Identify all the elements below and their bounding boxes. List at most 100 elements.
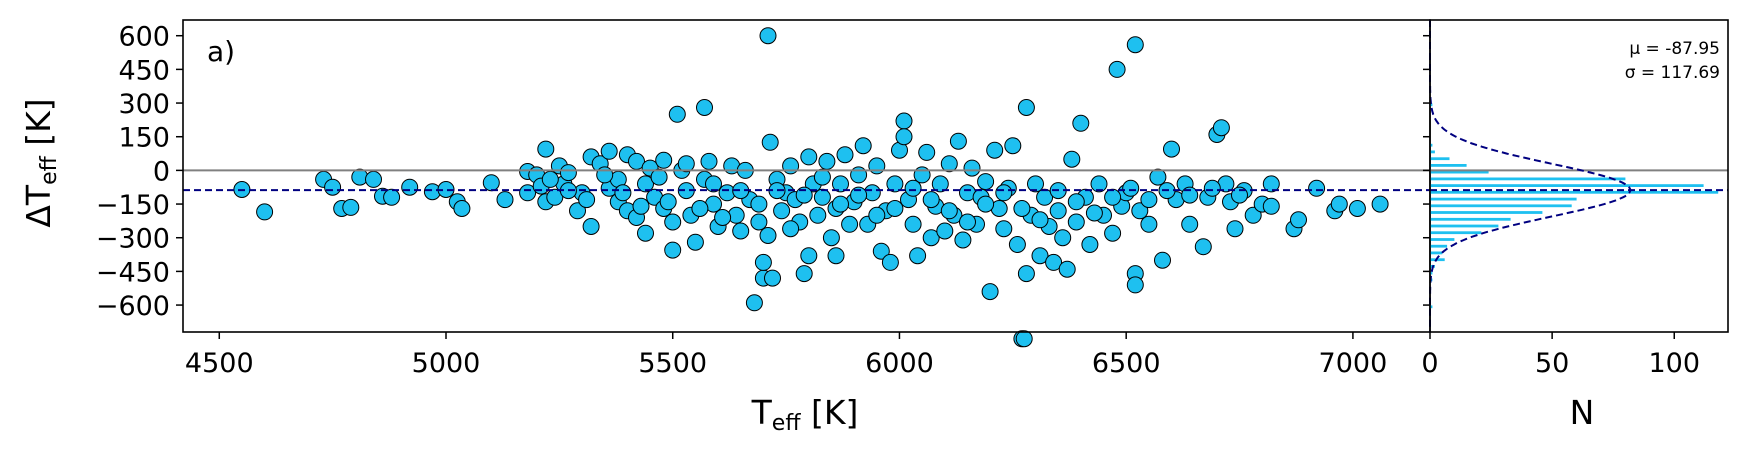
scatter-point: [895, 112, 913, 130]
scatter-point: [1154, 251, 1171, 269]
scatter-point: [1226, 220, 1244, 238]
scatter-point: [1008, 236, 1026, 253]
scatter-point: [1126, 36, 1144, 54]
scatter-point: [854, 137, 872, 155]
histogram-bar: [1430, 184, 1704, 187]
scatter-point: [559, 164, 577, 182]
scatter-point: [909, 247, 927, 265]
scatter-point: [1067, 213, 1085, 231]
hist-x-tick-label: 0: [1421, 348, 1438, 379]
scatter-point: [705, 175, 722, 193]
x-tick-label: 5500: [638, 348, 707, 379]
scatter-point: [764, 269, 781, 287]
scatter-point: [995, 220, 1013, 238]
scatter-point: [1371, 195, 1389, 213]
scatter-point: [832, 175, 849, 193]
reference-lines: [183, 169, 1430, 192]
scatter-point: [868, 206, 886, 224]
scatter-point: [750, 195, 768, 213]
histogram-bars: [1430, 103, 1719, 309]
scatter-point: [365, 170, 382, 188]
stats-sigma: σ = 117.69: [1625, 63, 1720, 83]
scatter-point: [677, 155, 695, 173]
scatter-point: [342, 198, 360, 216]
scatter-point: [872, 242, 890, 260]
scatter-point: [761, 133, 779, 151]
scatter-point: [401, 178, 419, 196]
scatter-point: [1015, 330, 1033, 348]
scatter-point: [732, 222, 750, 240]
scatter-point: [868, 157, 886, 175]
panel-label: a): [207, 35, 235, 68]
y-tick-label: −300: [96, 224, 170, 255]
y-tick-label: 450: [118, 55, 170, 86]
scatter-point: [940, 202, 958, 220]
scatter-point: [813, 188, 831, 206]
scatter-point: [822, 229, 840, 247]
scatter-point: [922, 229, 940, 247]
scatter-point: [850, 166, 868, 184]
scatter-point: [1090, 175, 1108, 193]
scatter-point: [759, 227, 777, 244]
histogram-bar: [1430, 224, 1499, 228]
scatter-point: [1104, 224, 1122, 242]
scatter-point: [1031, 211, 1049, 229]
scatter-point: [931, 175, 949, 193]
scatter-point: [1017, 99, 1035, 116]
histogram-bar: [1430, 170, 1489, 174]
scatter-point: [1004, 137, 1022, 155]
histogram-bar: [1430, 204, 1572, 208]
scatter-point: [1085, 204, 1103, 222]
scatter-point: [496, 191, 514, 209]
scatter-point: [841, 215, 859, 233]
histogram-bar: [1430, 150, 1435, 154]
scatter-point: [655, 151, 673, 169]
hist-x-tick-label: 100: [1648, 348, 1700, 379]
scatter-point: [809, 206, 827, 224]
scatter-point: [578, 191, 596, 209]
histogram-panel: 0 50 100 μ = -87.95 σ = 117.69 N: [1421, 19, 1729, 432]
histogram-x-ticks: 0 50 100: [1421, 332, 1700, 379]
scatter-point: [782, 220, 800, 238]
scatter-point: [537, 140, 555, 158]
scatter-point: [1017, 265, 1035, 283]
scatter-point: [1163, 140, 1180, 158]
x-tick-label: 4500: [185, 348, 254, 379]
scatter-point: [827, 247, 845, 265]
scatter-point: [637, 224, 654, 242]
scatter-point: [664, 213, 682, 231]
scatter-point: [886, 175, 904, 193]
scatter-point: [650, 168, 668, 186]
scatter-point: [1262, 197, 1280, 215]
scatter-point: [936, 222, 954, 240]
x-tick-label: 7000: [1319, 348, 1388, 379]
scatter-point: [691, 200, 709, 217]
stats-mu: μ = -87.95: [1629, 39, 1720, 59]
scatter-point: [954, 231, 972, 249]
histogram-bar: [1430, 197, 1577, 201]
scatter-point: [1194, 238, 1212, 256]
histogram-bar: [1430, 103, 1433, 107]
scatter-point: [614, 184, 632, 202]
scatter-point: [519, 184, 537, 202]
scatter-point: [1290, 211, 1307, 229]
scatter-point: [324, 178, 342, 196]
y-tick-label: 150: [118, 123, 170, 154]
scatter-point: [813, 168, 831, 186]
scatter-point: [977, 195, 995, 213]
histogram-bar: [1430, 271, 1433, 275]
scatter-point: [686, 233, 704, 251]
histogram-axes-frame: [1429, 19, 1729, 333]
scatter-point: [1212, 119, 1230, 137]
scatter-point: [1013, 200, 1031, 217]
histogram-bar: [1430, 217, 1511, 221]
scatter-point: [659, 193, 677, 211]
scatter-point: [949, 132, 967, 150]
scatter-point: [986, 141, 1004, 159]
histogram-bar: [1430, 190, 1719, 194]
scatter-point: [832, 195, 849, 213]
histogram-y-ticks: [1423, 34, 1430, 306]
scatter-point: [750, 213, 768, 231]
scatter-point: [1045, 253, 1063, 271]
scatter-point: [1203, 179, 1221, 197]
